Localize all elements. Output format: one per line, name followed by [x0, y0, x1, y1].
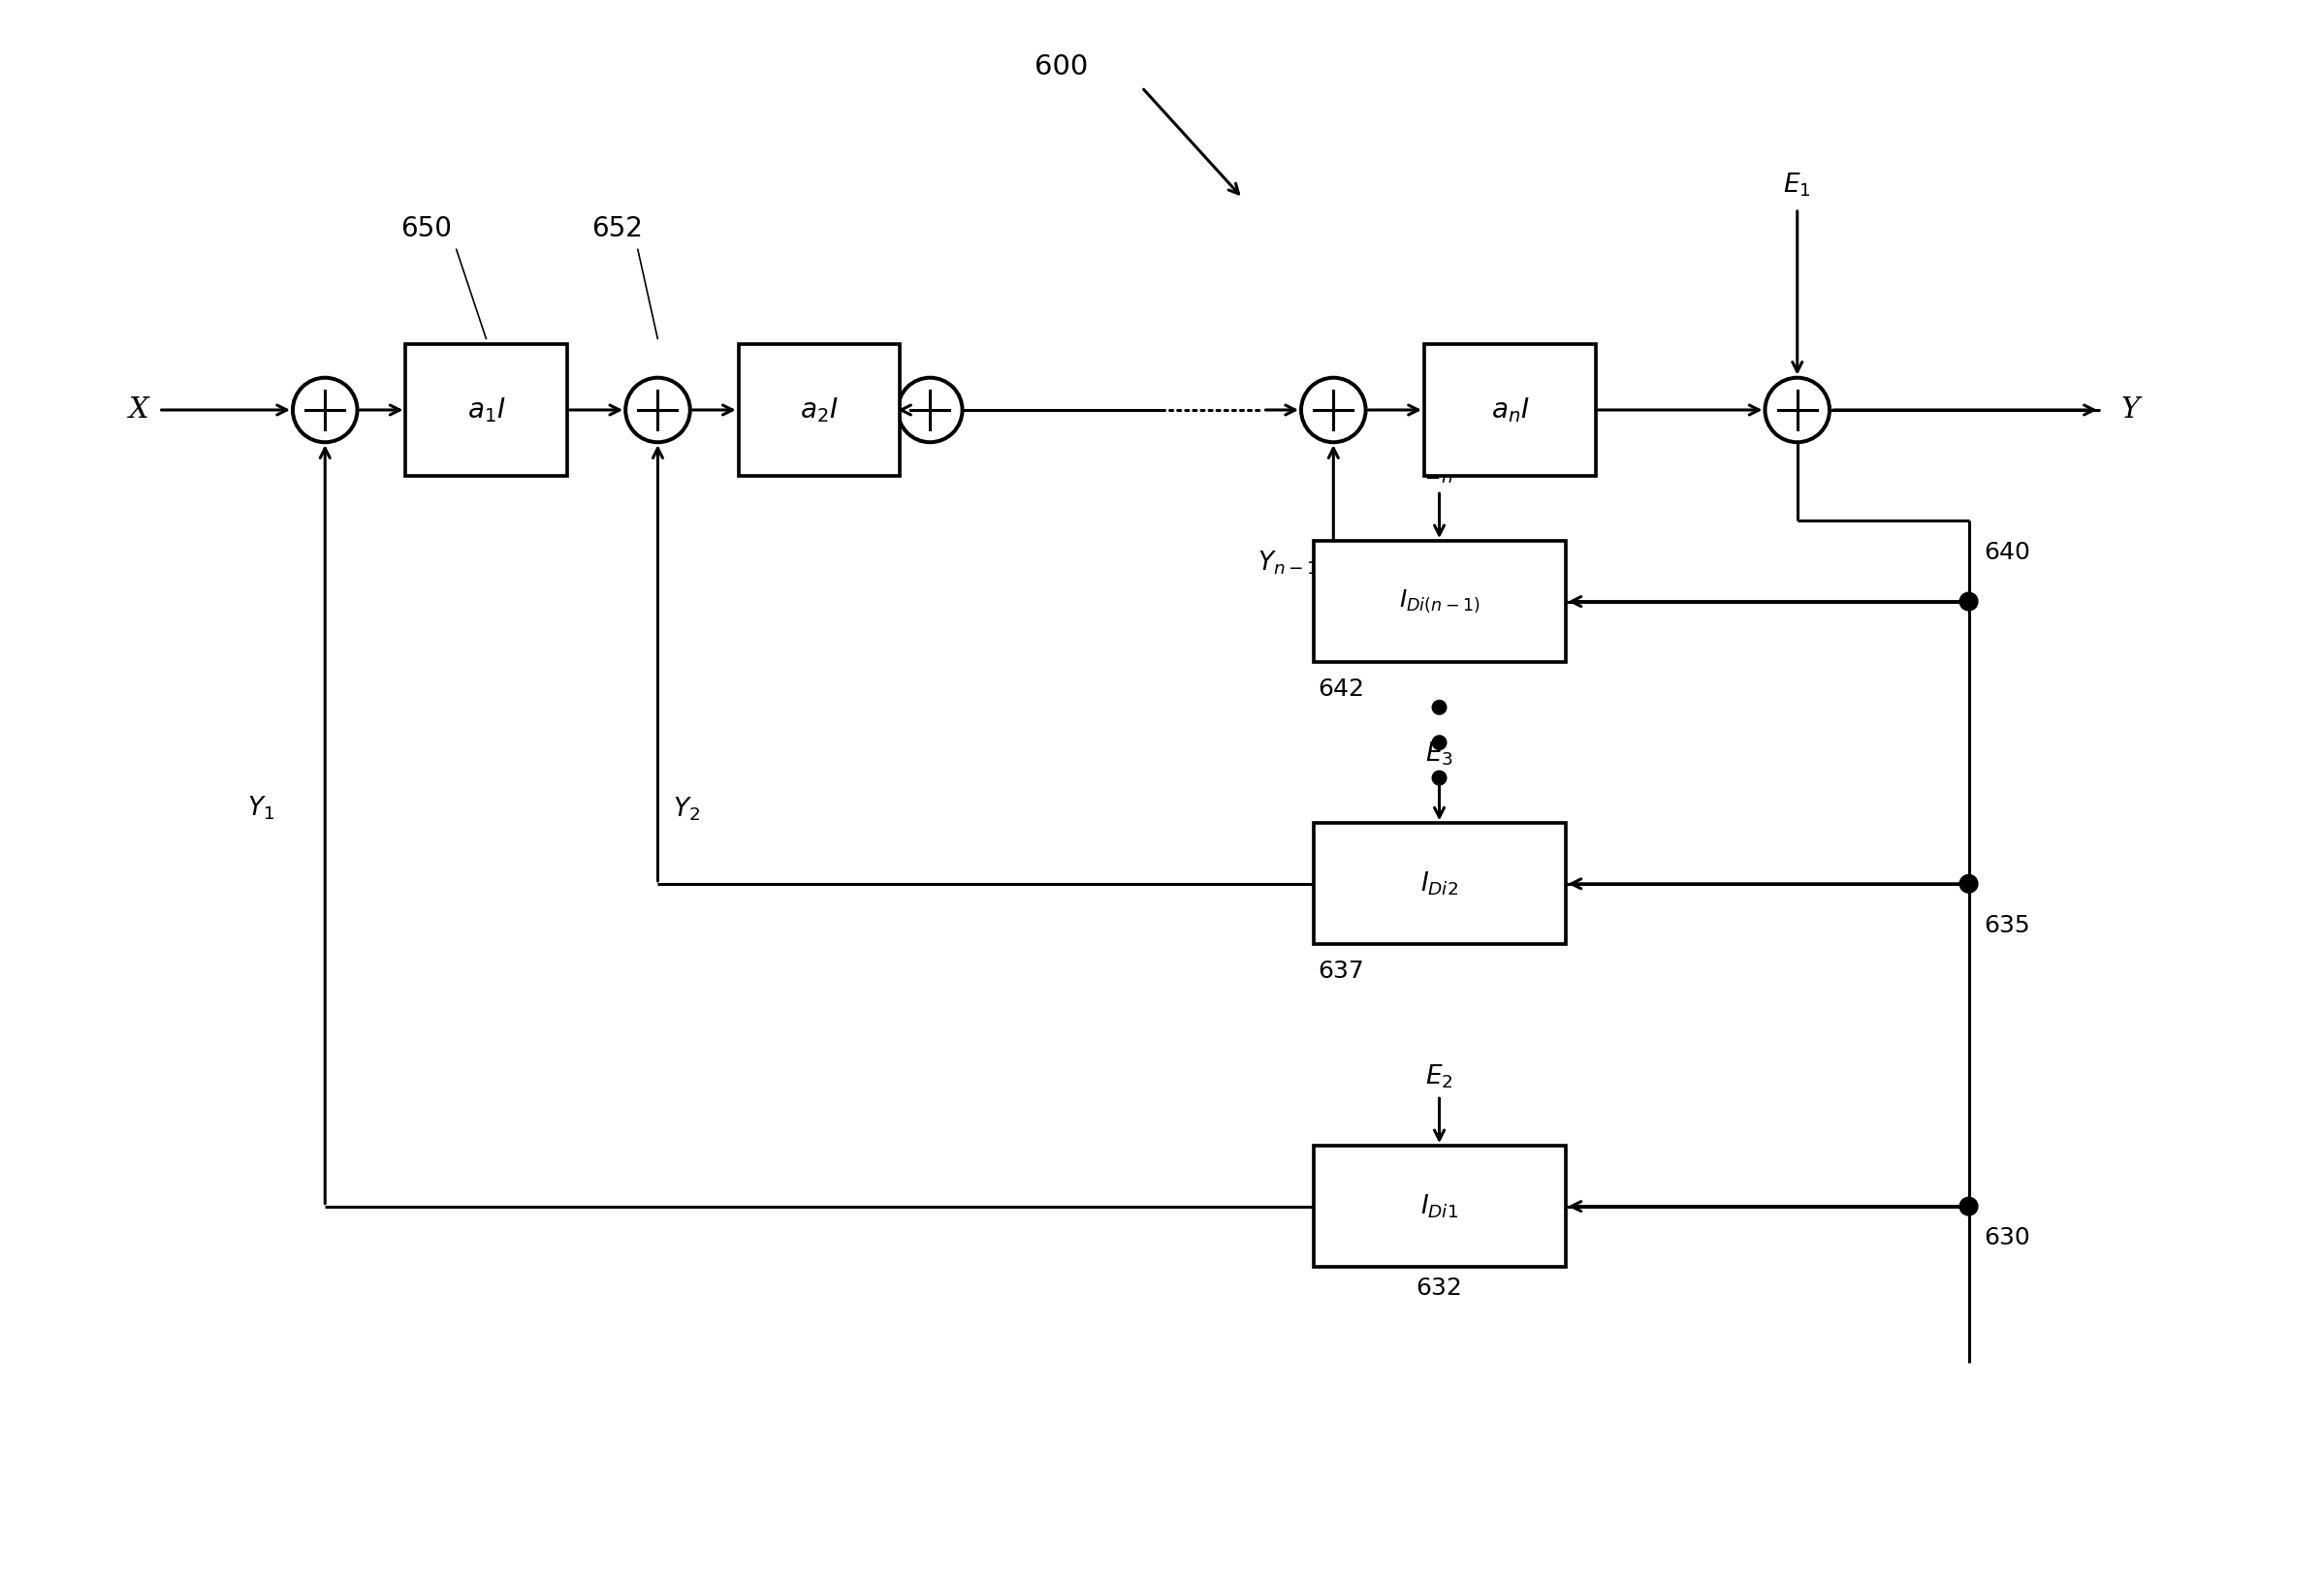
Text: $I_{Di(n-1)}$: $I_{Di(n-1)}$ — [1399, 588, 1480, 615]
FancyBboxPatch shape — [739, 345, 899, 476]
Text: 635: 635 — [1985, 914, 2031, 938]
Text: 650: 650 — [400, 214, 451, 243]
Text: 652: 652 — [593, 214, 644, 243]
Circle shape — [1959, 1198, 1978, 1215]
Text: $a_n I$: $a_n I$ — [1490, 396, 1529, 424]
Text: $E_n$: $E_n$ — [1425, 459, 1452, 485]
Circle shape — [1432, 700, 1446, 714]
Circle shape — [1432, 771, 1446, 785]
Text: 630: 630 — [1985, 1226, 2031, 1250]
Text: $I_{Di2}$: $I_{Di2}$ — [1420, 870, 1457, 898]
Text: 642: 642 — [1318, 678, 1364, 700]
FancyBboxPatch shape — [1425, 345, 1597, 476]
Text: $I_{Di1}$: $I_{Di1}$ — [1420, 1193, 1457, 1220]
FancyBboxPatch shape — [1313, 823, 1566, 944]
Text: $Y_2$: $Y_2$ — [674, 796, 700, 823]
Text: $Y_1$: $Y_1$ — [246, 794, 274, 823]
Text: $E_2$: $E_2$ — [1425, 1062, 1452, 1091]
Text: $E_3$: $E_3$ — [1425, 741, 1452, 768]
Text: 600: 600 — [1034, 54, 1088, 80]
Text: $a_2 I$: $a_2 I$ — [799, 396, 839, 424]
Text: 637: 637 — [1318, 960, 1364, 983]
Circle shape — [1959, 593, 1978, 610]
Text: $Y_{n-1}$: $Y_{n-1}$ — [1257, 548, 1318, 577]
Text: 640: 640 — [1985, 541, 2031, 564]
Text: Y: Y — [2122, 397, 2140, 424]
FancyBboxPatch shape — [1313, 1146, 1566, 1267]
Text: 632: 632 — [1415, 1277, 1462, 1300]
FancyBboxPatch shape — [1313, 541, 1566, 662]
FancyBboxPatch shape — [407, 345, 567, 476]
Text: $a_1 I$: $a_1 I$ — [467, 396, 507, 424]
Circle shape — [1959, 875, 1978, 894]
Circle shape — [1432, 736, 1446, 750]
Text: X: X — [128, 397, 149, 424]
Text: $E_1$: $E_1$ — [1783, 170, 1810, 199]
